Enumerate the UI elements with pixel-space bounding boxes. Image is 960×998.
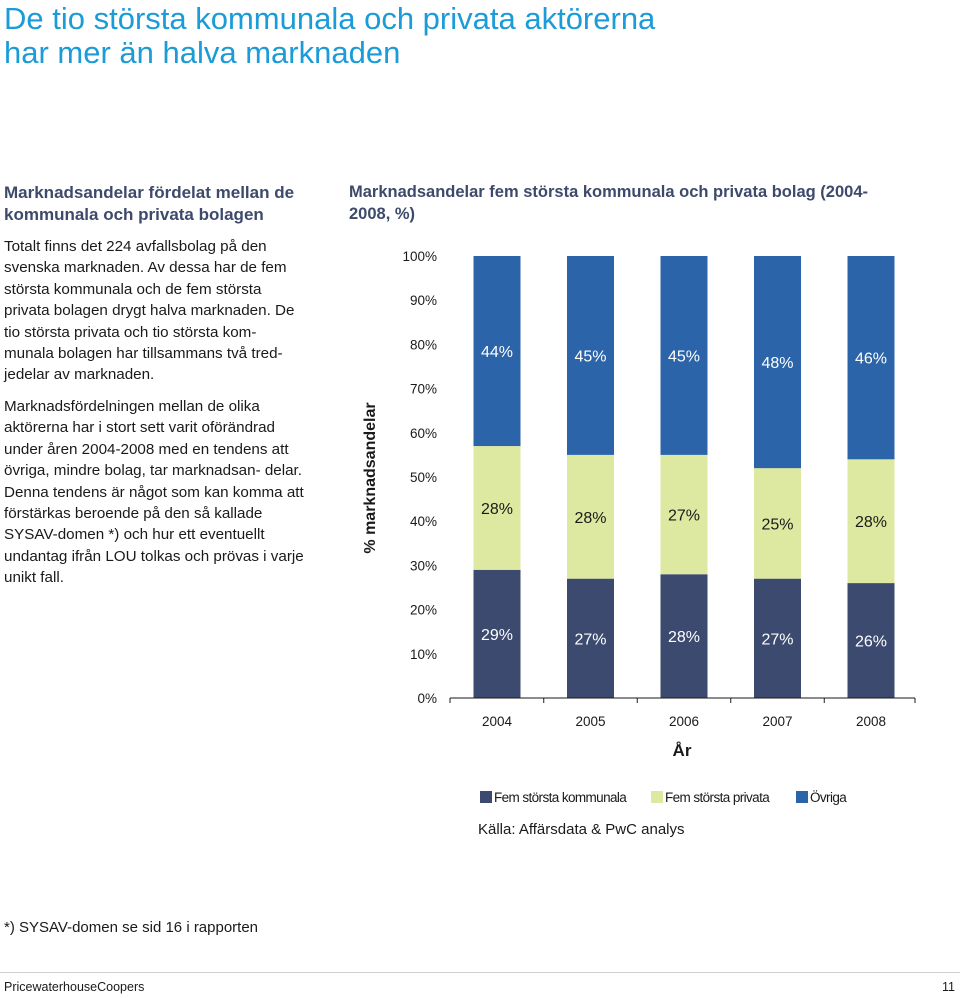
data-label: 48% (761, 355, 793, 372)
data-label: 28% (855, 514, 887, 531)
chart-source: Källa: Affärsdata & PwC analys (478, 821, 685, 838)
data-label: 45% (574, 348, 606, 365)
data-label: 26% (855, 634, 887, 651)
bar-segment (567, 454, 614, 579)
bar-segment (660, 454, 708, 575)
x-tick-label: 2006 (669, 714, 699, 729)
legend-label: Fem största kommunala (494, 790, 627, 805)
data-label: 28% (574, 510, 606, 527)
data-label: 28% (481, 501, 513, 518)
y-tick-label: 70% (410, 382, 437, 397)
trend-paragraph: Marknadsfördelningen mellan de olika akt… (4, 398, 304, 587)
y-tick-label: 80% (410, 337, 437, 352)
data-label: 44% (481, 344, 513, 361)
y-tick-label: 90% (410, 293, 437, 308)
data-label: 25% (761, 516, 793, 533)
legend-swatch (796, 791, 808, 803)
y-tick-label: 50% (410, 470, 437, 485)
footer-company: PricewaterhouseCoopers (4, 980, 145, 994)
chart-title: Marknadsandelar fem största kommunala oc… (349, 183, 869, 223)
footnote: *) SYSAV-domen se sid 16 i rapporten (4, 919, 259, 936)
page-number: 11 (942, 980, 955, 994)
data-label: 27% (668, 508, 700, 525)
data-label: 46% (855, 351, 887, 368)
data-label: 45% (668, 348, 700, 365)
page-title: De tio största kommunala och privata akt… (4, 1, 656, 70)
legend-label: Övriga (810, 790, 847, 805)
bar-segment (473, 569, 521, 698)
x-axis-ticks: 2004 2005 2006 2007 2008 (449, 698, 916, 729)
data-label: 27% (574, 631, 606, 648)
bar-segment (473, 256, 521, 447)
legend-swatch (480, 791, 492, 803)
bar-segment (754, 578, 801, 698)
bar-segment (847, 256, 895, 460)
x-tick-label: 2005 (575, 714, 605, 729)
bar-segment (754, 468, 801, 579)
x-tick-label: 2008 (856, 714, 886, 729)
section-heading: Marknadsandelar fördelat mellan de kommu… (4, 183, 295, 224)
bar-segment (847, 583, 895, 698)
bar-segment (567, 256, 614, 455)
bar-segment (473, 446, 521, 570)
y-tick-label: 60% (410, 426, 437, 441)
legend-swatch (651, 791, 663, 803)
y-tick-label: 20% (410, 603, 437, 618)
data-label: 27% (761, 631, 793, 648)
footer-divider (0, 972, 960, 973)
y-tick-label: 10% (410, 647, 437, 662)
bar-segment (660, 256, 708, 455)
y-tick-label: 100% (402, 249, 437, 264)
bar-segment (567, 578, 614, 698)
x-tick-label: 2007 (762, 714, 792, 729)
data-label: 29% (481, 627, 513, 644)
bars-group (473, 256, 895, 698)
market-share-chart: 0% 10% 20% 30% 40% 50% 60% 70% 80% 90% 100% 29% 28%… (362, 249, 916, 838)
y-tick-label: 30% (410, 558, 437, 573)
y-axis-label: % marknadsandelar (362, 402, 379, 553)
intro-paragraph: Totalt finns det 224 avfallsbolag på den… (4, 238, 295, 384)
bar-value-labels: 29% 28% 44% 27% 28% 45% 28% 27% 45% 27% 25% 48% 26% 2… (481, 344, 887, 651)
y-tick-label: 40% (410, 514, 437, 529)
y-axis-ticks: 0% 10% 20% 30% 40% 50% 60% 70% 80% 90% 100% (402, 249, 437, 706)
y-tick-label: 0% (417, 691, 437, 706)
chart-legend: Fem största kommunala Fem största privata… (480, 790, 848, 805)
bar-segment (847, 459, 895, 584)
legend-label: Fem största privata (665, 790, 770, 805)
data-label: 28% (668, 629, 700, 646)
bar-segment (660, 574, 708, 698)
bar-segment (754, 256, 801, 469)
x-axis-label: År (673, 741, 692, 760)
x-tick-label: 2004 (482, 714, 513, 729)
